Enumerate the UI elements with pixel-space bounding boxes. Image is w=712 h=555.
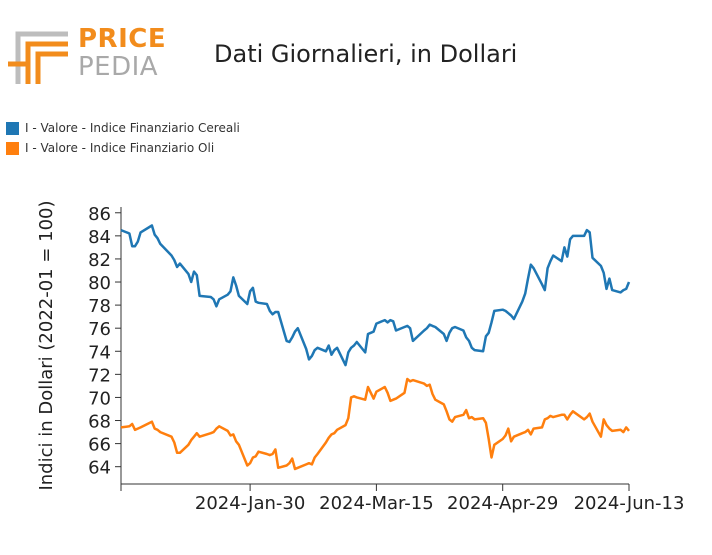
logo-mark-icon — [8, 31, 68, 84]
legend-label-cereali: I - Valore - Indice Finanziario Cereali — [25, 121, 240, 135]
chart-title: Dati Giornalieri, in Dollari — [214, 40, 518, 68]
series-line-cereali — [120, 224, 631, 367]
y-tick-label: 70 — [88, 388, 111, 409]
pricepedia-logo: PRICE PEDIA — [6, 22, 166, 92]
y-axis-label: Indici in Dollari (2022-01 = 100) — [36, 200, 57, 490]
legend-item-cereali[interactable]: I - Valore - Indice Finanziario Cereali — [6, 118, 240, 138]
y-tick-label: 86 — [88, 204, 111, 225]
y-tick-label: 82 — [88, 250, 111, 271]
y-tick-label: 66 — [88, 435, 111, 456]
y-tick-label: 80 — [88, 273, 111, 294]
legend-item-oli[interactable]: I - Valore - Indice Finanziario Oli — [6, 138, 240, 158]
logo-word-pedia: PEDIA — [78, 52, 159, 82]
y-tick-label: 74 — [88, 342, 111, 363]
y-tick-label: 84 — [88, 227, 111, 248]
logo-word-price: PRICE — [78, 24, 167, 54]
x-tick-label: 2024-Jun-13 — [574, 493, 685, 514]
legend-label-oli: I - Valore - Indice Finanziario Oli — [25, 141, 215, 155]
y-tick-label: 68 — [88, 412, 111, 433]
y-tick-label: 76 — [88, 319, 111, 340]
legend-swatch-oli — [6, 141, 19, 155]
y-tick-label: 64 — [88, 458, 111, 479]
x-tick-label: 2024-Mar-15 — [319, 493, 434, 514]
legend: I - Valore - Indice Finanziario Cereali … — [6, 118, 240, 158]
y-tick-label: 72 — [88, 365, 111, 386]
x-tick-label: 2024-Jan-30 — [195, 493, 305, 514]
legend-swatch-cereali — [6, 121, 19, 135]
x-tick-label: 2024-Apr-29 — [447, 493, 558, 514]
series-line-oli — [120, 377, 630, 471]
y-tick-label: 78 — [88, 296, 111, 317]
